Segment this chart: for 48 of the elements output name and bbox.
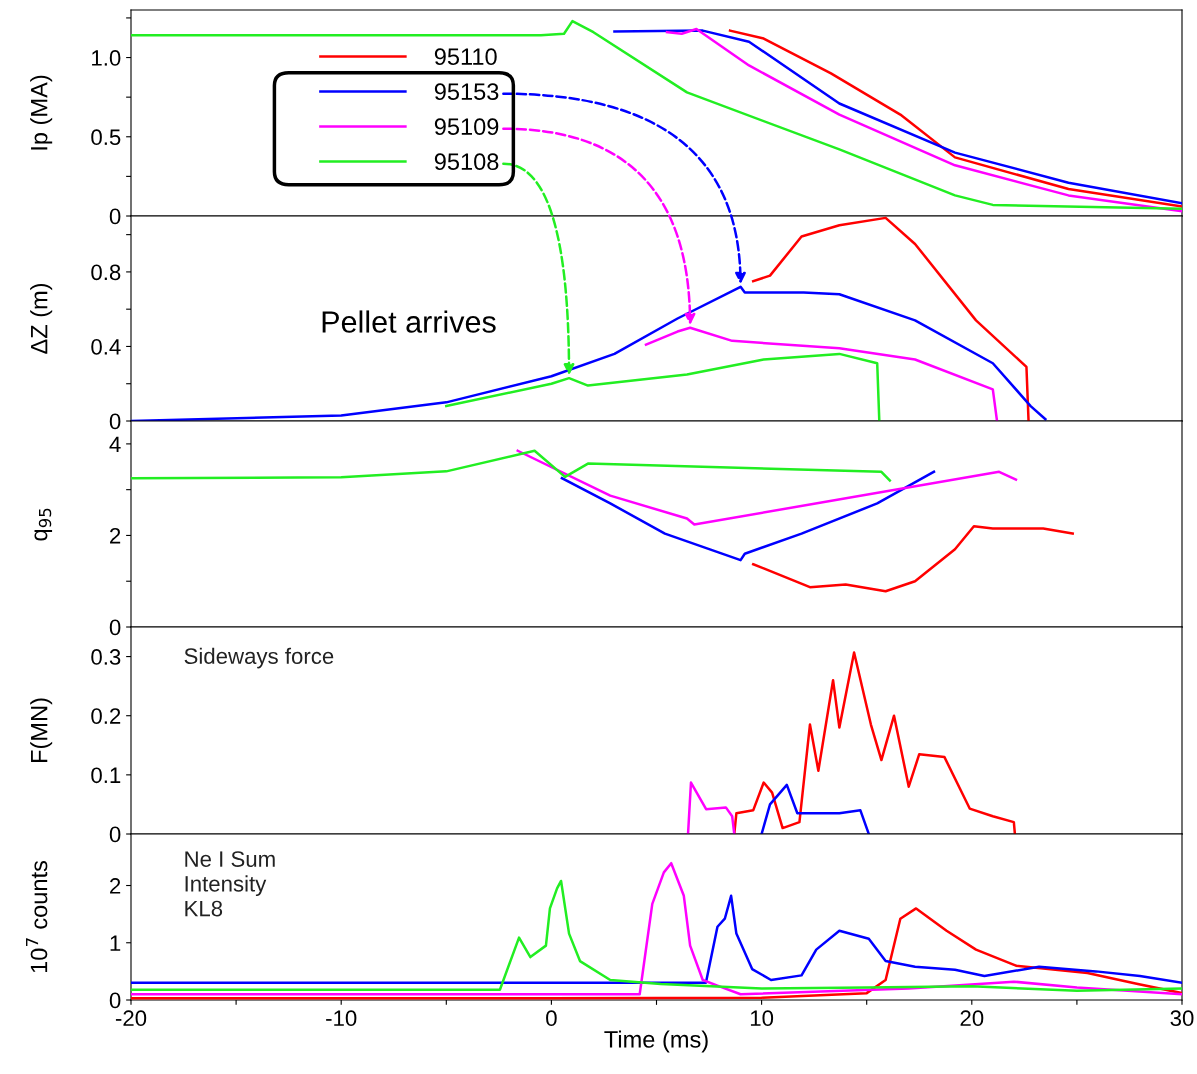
y-tick-label: 0.1 xyxy=(91,767,121,784)
line-series xyxy=(445,352,881,421)
annotation: Pellet arrives xyxy=(322,310,496,333)
y-tick-label: 0 xyxy=(109,992,121,1009)
y-tick-label: 0 xyxy=(109,826,121,843)
line-series xyxy=(644,326,999,421)
y-axis-title: q$_{95}$ xyxy=(34,508,53,541)
x-axis-title: Time (ms) xyxy=(604,1030,708,1053)
annotation: Ne I Sum Intensity KL8 xyxy=(185,851,275,917)
line-series xyxy=(728,29,1182,208)
x-tick-label: 0 xyxy=(546,1010,557,1027)
y-tick-label: 0.5 xyxy=(91,129,121,146)
y-axis-title: 10$^{7}$ counts xyxy=(26,860,48,973)
legend-label: 95153 xyxy=(434,83,499,101)
x-tick-label: 30 xyxy=(1170,1010,1194,1027)
line-series xyxy=(760,783,871,834)
y-tick-label: 0.3 xyxy=(91,649,121,665)
line-series xyxy=(733,651,1017,834)
y-tick-label: 1 xyxy=(110,935,121,951)
line-series xyxy=(686,781,736,834)
x-tick-label: 10 xyxy=(750,1010,774,1027)
y-axis-title: F(MN) xyxy=(30,698,53,762)
y-tick-label: 0 xyxy=(109,619,121,636)
y-axis-title: Ip (MA) xyxy=(30,75,53,150)
x-tick-label: -10 xyxy=(326,1010,357,1027)
y-tick-label: 2 xyxy=(110,878,121,894)
line-series xyxy=(751,525,1074,593)
y-tick-label: 4 xyxy=(109,436,121,452)
legend-label: 95110 xyxy=(434,48,497,66)
legend-label: 95108 xyxy=(434,153,499,171)
annotation: Sideways force xyxy=(184,647,334,669)
y-tick-label: 0.4 xyxy=(91,338,121,355)
x-tick-label: 20 xyxy=(960,1010,984,1027)
x-tick-label: -20 xyxy=(115,1010,147,1027)
y-tick-label: 0 xyxy=(109,413,121,430)
line-series xyxy=(751,216,1030,421)
y-tick-label: 1.0 xyxy=(92,50,121,66)
y-tick-label: 0 xyxy=(109,208,121,225)
line-series xyxy=(131,894,1182,985)
line-series xyxy=(516,449,1018,526)
y-axis-title: ΔZ (m) xyxy=(30,283,53,354)
y-tick-label: 2 xyxy=(110,527,121,544)
y-tick-label: 0.2 xyxy=(91,708,121,724)
line-series xyxy=(131,19,1182,211)
line-series xyxy=(560,470,936,562)
line-series xyxy=(131,449,892,482)
legend-label: 95109 xyxy=(434,118,499,136)
y-tick-label: 0.8 xyxy=(91,264,121,281)
